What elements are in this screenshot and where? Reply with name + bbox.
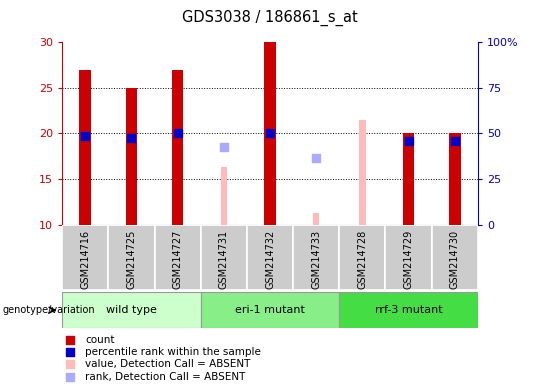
Text: GSM214725: GSM214725 [126,230,137,289]
Point [127,135,136,141]
Point [219,144,228,150]
Point [81,133,90,139]
Bar [293,225,339,290]
Bar [449,134,461,225]
Bar [172,70,184,225]
Point [312,155,321,161]
Text: rank, Detection Call = ABSENT: rank, Detection Call = ABSENT [85,372,245,382]
Bar [126,88,137,225]
Point [404,138,413,144]
Bar [109,225,154,290]
Bar [62,292,201,328]
Point [66,374,75,380]
Bar [339,225,386,290]
Bar [62,225,109,290]
Bar [359,120,366,225]
Text: GSM214728: GSM214728 [357,230,367,289]
Text: GDS3038 / 186861_s_at: GDS3038 / 186861_s_at [182,10,358,26]
Text: GSM214732: GSM214732 [265,230,275,289]
Point [66,349,75,355]
Text: percentile rank within the sample: percentile rank within the sample [85,347,261,357]
Point [66,361,75,367]
Text: GSM214730: GSM214730 [450,230,460,289]
Text: GSM214727: GSM214727 [173,230,183,289]
Text: count: count [85,334,114,344]
Bar [154,225,201,290]
Bar [431,225,478,290]
Bar [221,167,227,225]
Text: GSM214716: GSM214716 [80,230,90,289]
Bar [201,292,339,328]
Bar [403,134,414,225]
Bar [313,213,319,225]
Bar [247,225,293,290]
Text: wild type: wild type [106,305,157,315]
Text: genotype/variation: genotype/variation [3,305,96,315]
Point [66,336,75,343]
Text: GSM214731: GSM214731 [219,230,229,289]
Bar [79,70,91,225]
Text: eri-1 mutant: eri-1 mutant [235,305,305,315]
Text: GSM214729: GSM214729 [403,230,414,289]
Bar [339,292,478,328]
Text: GSM214733: GSM214733 [311,230,321,289]
Bar [386,225,431,290]
Bar [201,225,247,290]
Point [450,138,459,144]
Point [266,129,274,136]
Text: value, Detection Call = ABSENT: value, Detection Call = ABSENT [85,359,251,369]
Bar [264,42,276,225]
Point [173,131,182,137]
Text: rrf-3 mutant: rrf-3 mutant [375,305,442,315]
